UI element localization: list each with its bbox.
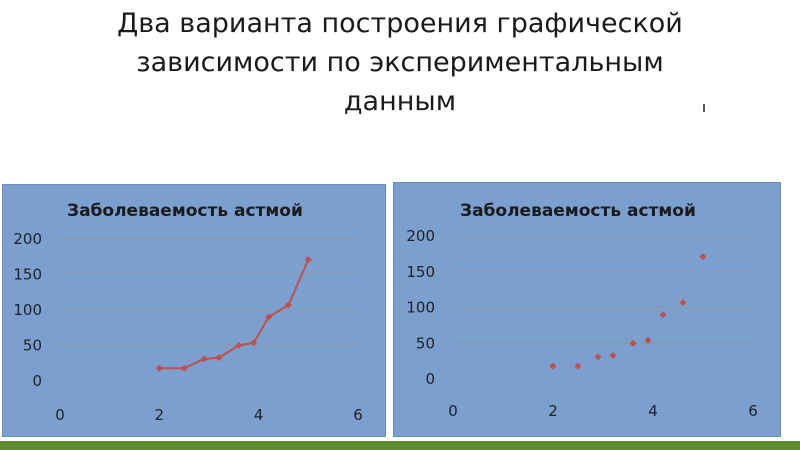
y-tick-label: 200: [13, 230, 42, 248]
y-tick-label: 150: [13, 266, 42, 284]
slide-title-line-2: зависимости по экспериментальным: [136, 47, 664, 78]
data-point-marker: [679, 298, 687, 306]
data-point-marker: [594, 353, 602, 361]
x-tick-label: 2: [155, 406, 165, 424]
data-point-marker: [250, 339, 258, 347]
x-tick-label: 6: [353, 406, 363, 424]
data-point-marker: [304, 256, 312, 264]
data-point-marker: [699, 253, 707, 261]
data-point-marker: [629, 339, 637, 347]
data-point-marker: [200, 355, 208, 363]
scatter-chart-panel: Заболеваемость астмой 0 50 100 150 200 0 2 4 6: [393, 182, 781, 437]
stray-mark: [703, 104, 705, 112]
data-point-marker: [609, 351, 617, 359]
data-point-marker: [659, 311, 667, 319]
x-tick-label: 4: [648, 402, 658, 420]
chart-title: Заболеваемость астмой: [460, 201, 696, 221]
chart-title: Заболеваемость астмой: [67, 201, 303, 221]
data-point-marker: [549, 362, 557, 370]
data-point-marker: [644, 336, 652, 344]
y-tick-label: 200: [406, 227, 435, 245]
data-point-marker: [284, 301, 292, 309]
y-tick-label: 50: [416, 334, 435, 352]
y-tick-label: 150: [406, 263, 435, 281]
data-point-marker: [155, 364, 163, 372]
y-tick-label: 0: [425, 370, 435, 388]
line-chart: Заболеваемость астмой 0 50 100 150 200 0 2 4 6: [2, 184, 386, 437]
x-tick-label: 0: [448, 402, 458, 420]
slide-title: Два варианта построения графической зави…: [40, 4, 760, 121]
chart-background: [393, 182, 781, 437]
y-tick-label: 100: [13, 301, 42, 319]
bottom-accent-bar: [0, 441, 800, 450]
slide-title-line-3: данным: [343, 86, 457, 117]
y-tick-label: 0: [32, 372, 42, 390]
line-chart-panel: Заболеваемость астмой 0 50 100 150 200 0 2 4 6: [2, 184, 386, 437]
data-point-marker: [235, 342, 243, 349]
x-tick-label: 2: [548, 402, 558, 420]
x-tick-label: 6: [748, 402, 758, 420]
scatter-chart: Заболеваемость астмой 0 50 100 150 200 0 2 4 6: [393, 182, 781, 437]
x-tick-label: 0: [55, 406, 65, 424]
data-point-marker: [215, 354, 223, 362]
data-point-marker: [574, 362, 582, 370]
slide-title-line-1: Два варианта построения графической: [117, 8, 683, 39]
data-point-marker: [265, 313, 273, 321]
y-tick-label: 100: [406, 299, 435, 317]
data-point-marker: [180, 364, 188, 372]
y-tick-label: 50: [23, 337, 42, 355]
x-tick-label: 4: [254, 406, 264, 424]
